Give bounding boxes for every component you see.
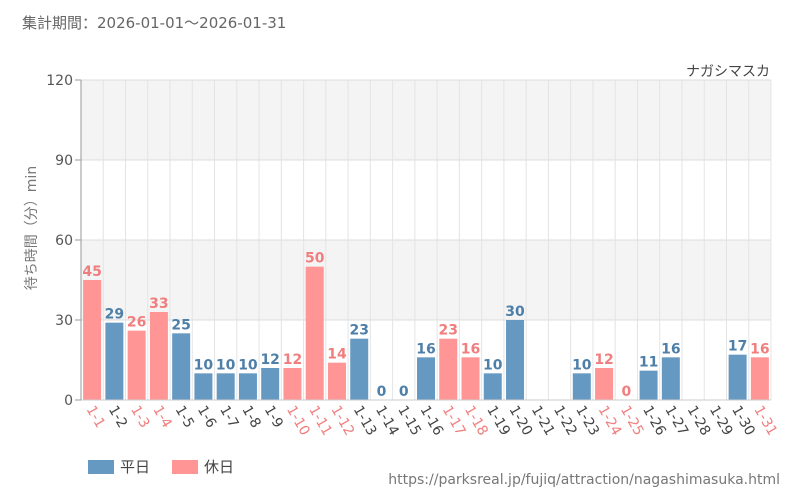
bar-1-26	[639, 370, 658, 400]
x-tick-label-1-3: 1-3	[127, 403, 152, 431]
value-label-1-10: 12	[283, 352, 302, 368]
bar-1-23	[572, 373, 591, 400]
x-tick-label-1-1: 1-1	[83, 403, 108, 431]
bar-1-10	[283, 368, 302, 400]
value-label-1-27: 16	[661, 341, 680, 357]
legend-label-weekday: 平日	[120, 458, 151, 476]
legend: 平日 休日	[88, 456, 256, 477]
value-label-1-4: 33	[149, 296, 168, 312]
x-tick-label-1-6: 1-6	[194, 403, 219, 431]
bar-1-18	[461, 357, 480, 400]
value-label-1-13: 23	[349, 323, 368, 339]
bar-1-17	[439, 338, 458, 400]
x-tick-label-1-4: 1-4	[149, 403, 174, 431]
source-url: https://parksreal.jp/fujiq/attraction/na…	[388, 472, 780, 488]
bar-1-19	[483, 373, 502, 400]
y-axis-title: 待ち時間（分）min	[24, 166, 40, 290]
period-label: 集計期間：2026-01-01～2026-01-31	[22, 14, 287, 32]
value-label-1-17: 23	[439, 323, 458, 339]
value-label-1-14: 0	[377, 384, 387, 400]
chart-title: ナガシマスカ	[686, 64, 770, 80]
y-tick-label: 60	[55, 233, 73, 249]
bar-1-16	[417, 357, 435, 400]
value-label-1-20: 30	[505, 304, 525, 320]
x-tick-label-1-7: 1-7	[216, 403, 241, 431]
y-tick-label: 90	[55, 153, 73, 169]
legend-label-holiday: 休日	[204, 458, 235, 476]
value-label-1-5: 25	[171, 317, 190, 333]
value-label-1-3: 26	[127, 315, 146, 331]
value-label-1-23: 10	[572, 357, 592, 373]
x-tick-label-1-5: 1-5	[172, 403, 197, 431]
value-label-1-15: 0	[399, 384, 409, 400]
y-tick-label: 30	[55, 313, 73, 329]
value-label-1-30: 17	[728, 339, 747, 355]
x-tick-label-1-9: 1-9	[261, 403, 286, 431]
plot-band	[81, 80, 771, 160]
bar-1-2	[105, 322, 124, 400]
value-label-1-7: 10	[216, 357, 236, 373]
legend-item-holiday[interactable]: 休日	[172, 456, 234, 477]
bar-1-27	[661, 357, 680, 400]
y-tick-label: 120	[46, 73, 73, 89]
bar-1-31	[750, 357, 769, 400]
bar-1-1	[83, 280, 102, 400]
bar-1-20	[506, 320, 525, 400]
bar-1-6	[194, 373, 213, 400]
bar-1-12	[327, 362, 346, 400]
bar-1-24	[595, 368, 614, 400]
plot-band	[81, 240, 771, 320]
value-label-1-1: 45	[82, 264, 101, 280]
x-tick-label-1-8: 1-8	[238, 403, 263, 431]
x-tick-label-1-2: 1-2	[105, 403, 130, 431]
value-label-1-16: 16	[416, 341, 435, 357]
value-label-1-24: 12	[594, 352, 613, 368]
value-label-1-18: 16	[461, 341, 480, 357]
legend-swatch-holiday	[172, 459, 199, 474]
value-label-1-19: 10	[483, 357, 503, 373]
value-label-1-2: 29	[105, 307, 124, 323]
bar-1-4	[149, 312, 168, 400]
bar-1-11	[305, 266, 324, 400]
bar-1-8	[238, 373, 257, 400]
x-tick-label-1-31: 1-31	[750, 403, 780, 439]
value-label-1-11: 50	[305, 251, 325, 267]
value-label-1-26: 11	[639, 355, 658, 371]
value-label-1-6: 10	[194, 357, 214, 373]
value-label-1-12: 14	[327, 347, 347, 363]
legend-swatch-weekday	[88, 459, 114, 474]
bar-1-30	[728, 354, 747, 400]
bar-1-13	[350, 338, 369, 400]
bar-1-3	[127, 330, 146, 400]
value-label-1-31: 16	[750, 341, 769, 357]
bar-1-9	[261, 368, 280, 400]
bar-1-7	[216, 373, 235, 400]
y-tick-label: 0	[64, 393, 73, 409]
bar-1-5	[172, 333, 191, 400]
legend-item-weekday[interactable]: 平日	[88, 456, 150, 477]
value-label-1-9: 12	[260, 352, 279, 368]
value-label-1-8: 10	[238, 357, 258, 373]
value-label-1-25: 0	[621, 384, 631, 400]
